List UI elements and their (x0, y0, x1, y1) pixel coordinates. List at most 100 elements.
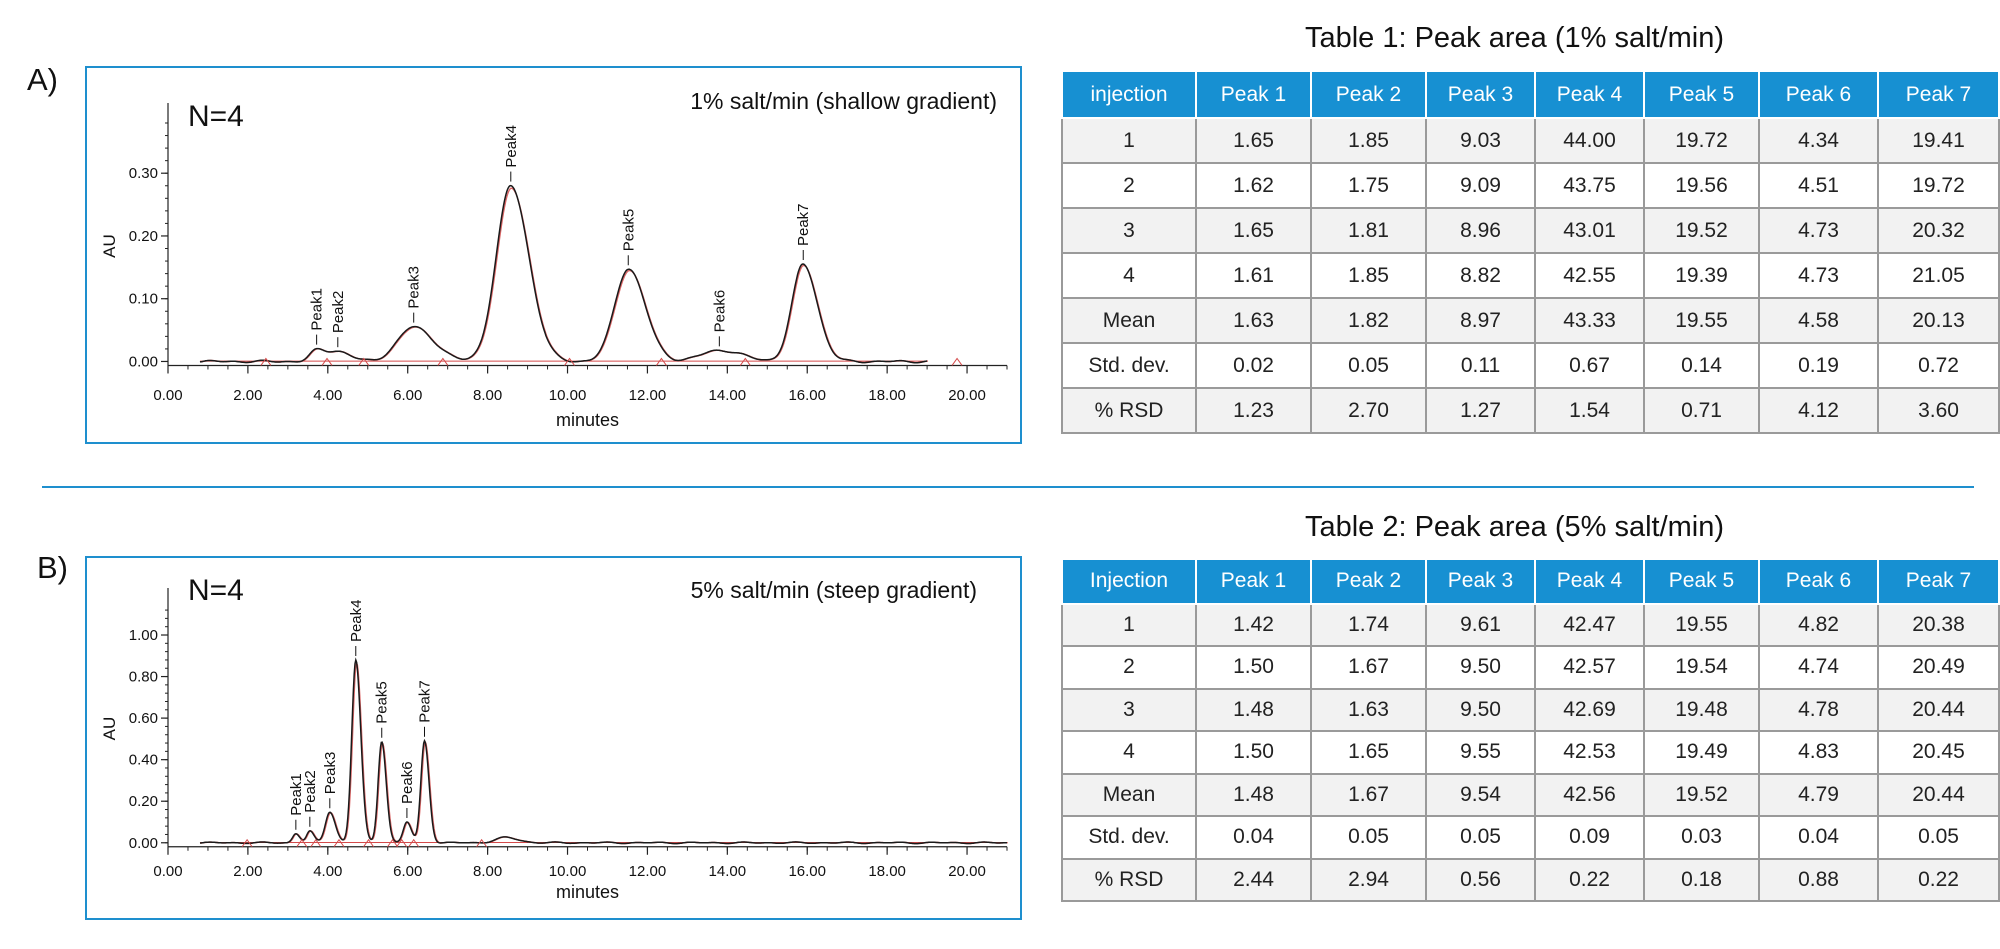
integration-marker (260, 357, 272, 366)
y-tick-label: 0.00 (129, 353, 158, 370)
peak-area-cell: 1.50 (1195, 730, 1312, 775)
peak-area-cell: 43.01 (1534, 207, 1645, 254)
table-1-header-peak-1: Peak 1 (1195, 70, 1312, 119)
peak-area-cell: 0.22 (1877, 857, 2000, 902)
peak-label: Peak4 (503, 125, 520, 168)
row-label-cell: 2 (1061, 645, 1197, 690)
integration-marker (396, 838, 408, 848)
y-tick-label: 0.30 (129, 165, 158, 182)
peak-area-cell: 0.04 (1758, 815, 1879, 860)
x-tick-label: 10.00 (549, 387, 587, 404)
peak-area-cell: 19.52 (1643, 207, 1760, 254)
peak-area-cell: 20.38 (1877, 602, 2000, 647)
peak-area-cell: 1.75 (1310, 162, 1427, 209)
peak-area-cell: 20.45 (1877, 730, 2000, 775)
peak-area-cell: 0.04 (1195, 815, 1312, 860)
row-label-cell: 4 (1061, 730, 1197, 775)
peak-area-cell: 4.79 (1758, 772, 1879, 817)
table-row: 2 1.50 1.67 9.50 42.57 19.54 4.74 20.49 (1061, 645, 2000, 690)
peak-area-cell: 9.55 (1425, 730, 1536, 775)
peak-area-cell: 4.78 (1758, 687, 1879, 732)
x-tick-label: 16.00 (788, 387, 826, 404)
peak-area-cell: 20.32 (1877, 207, 2000, 254)
integration-marker (739, 357, 751, 366)
peak-area-cell: 19.39 (1643, 252, 1760, 299)
peak-area-cell: 0.14 (1643, 342, 1760, 389)
peak-area-cell: 19.48 (1643, 687, 1760, 732)
integration-marker (241, 838, 253, 848)
table-2-header-peak-2: Peak 2 (1310, 558, 1427, 605)
peak-area-cell: 20.13 (1877, 297, 2000, 344)
row-label-cell: Std. dev. (1061, 815, 1197, 860)
x-tick-label: 4.00 (313, 863, 342, 880)
table-2-header-peak-5: Peak 5 (1643, 558, 1760, 605)
x-tick-label: 18.00 (868, 863, 906, 880)
chromatogram-trace (199, 657, 1007, 845)
integration-marker (387, 838, 398, 848)
integration-marker (656, 357, 667, 366)
replicate-count-label: N=4 (188, 574, 244, 607)
peak-area-cell: 19.55 (1643, 602, 1760, 647)
integration-marker (321, 357, 333, 366)
table-1-title: Table 1: Peak area (1% salt/min) (1304, 22, 1725, 54)
peak-area-cell: 4.12 (1758, 387, 1879, 434)
chromatogram-a: N=4 1% salt/min (shallow gradient) 0.00 0.1… (100, 88, 1008, 430)
x-tick-label: 6.00 (393, 387, 422, 404)
x-tick-label: 10.00 (549, 863, 587, 880)
peak-area-cell: 1.67 (1310, 772, 1427, 817)
peak-label: Peak2 (330, 291, 347, 334)
y-tick-label: 0.80 (129, 669, 158, 686)
integration-marker (564, 357, 575, 366)
peak-area-cell: 42.57 (1534, 645, 1645, 690)
peak-area-cell: 44.00 (1534, 117, 1645, 164)
peak-area-cell: 19.55 (1643, 297, 1760, 344)
integration-marker (310, 838, 322, 848)
peak-area-cell: 0.22 (1534, 857, 1645, 902)
x-tick-label: 18.00 (868, 387, 906, 404)
x-tick-label: 8.00 (473, 387, 502, 404)
table-1-header-peak-2: Peak 2 (1310, 70, 1427, 119)
table-row: % RSD 2.44 2.94 0.56 0.22 0.18 0.88 0.22 (1061, 857, 2000, 902)
peak-area-cell: 19.56 (1643, 162, 1760, 209)
table-2-header-injection: Injection (1061, 558, 1197, 605)
peak-area-cell: 2.94 (1310, 857, 1427, 902)
peak-area-cell: 42.53 (1534, 730, 1645, 775)
peak-area-cell: 8.97 (1425, 297, 1536, 344)
integration-marker (363, 838, 374, 848)
peak-area-cell: 9.50 (1425, 645, 1536, 690)
y-axis-label: AU (100, 234, 119, 258)
panel-b-label: B) (37, 550, 68, 585)
row-label-cell: 2 (1061, 162, 1197, 209)
integration-marker (951, 357, 963, 366)
y-tick-label: 0.20 (129, 228, 158, 245)
table-row: 1 1.42 1.74 9.61 42.47 19.55 4.82 20.38 (1061, 602, 2000, 647)
peak-area-cell: 1.65 (1195, 117, 1312, 164)
peak-area-cell: 0.05 (1310, 342, 1427, 389)
table-2-header-peak-7: Peak 7 (1877, 558, 2000, 605)
integration-marker (333, 838, 345, 848)
row-label-cell: Std. dev. (1061, 342, 1197, 389)
peak-area-cell: 42.69 (1534, 687, 1645, 732)
peak-label: Peak3 (406, 266, 423, 309)
peak-area-cell: 2.70 (1310, 387, 1427, 434)
peak-area-cell: 20.44 (1877, 687, 2000, 732)
panel-a-label: A) (27, 62, 58, 97)
row-label-cell: 3 (1061, 207, 1197, 254)
peak-area-cell: 1.61 (1195, 252, 1312, 299)
x-tick-label: 8.00 (473, 863, 502, 880)
peak-area-cell: 0.02 (1195, 342, 1312, 389)
peak-area-cell: 43.75 (1534, 162, 1645, 209)
peak-area-cell: 4.73 (1758, 252, 1879, 299)
peak-area-cell: 4.83 (1758, 730, 1879, 775)
row-label-cell: 3 (1061, 687, 1197, 732)
table-row: 1 1.65 1.85 9.03 44.00 19.72 4.34 19.41 (1061, 117, 2000, 164)
peak-area-cell: 21.05 (1877, 252, 2000, 299)
y-tick-label: 1.00 (129, 627, 158, 644)
table-row: 4 1.61 1.85 8.82 42.55 19.39 4.73 21.05 (1061, 252, 2000, 299)
integration-marker (476, 838, 488, 848)
peak-area-cell: 4.34 (1758, 117, 1879, 164)
peak-area-cell: 19.72 (1877, 162, 2000, 209)
peak-area-cell: 0.09 (1534, 815, 1645, 860)
table-row: 2 1.62 1.75 9.09 43.75 19.56 4.51 19.72 (1061, 162, 2000, 209)
table-1-header-peak-6: Peak 6 (1758, 70, 1879, 119)
